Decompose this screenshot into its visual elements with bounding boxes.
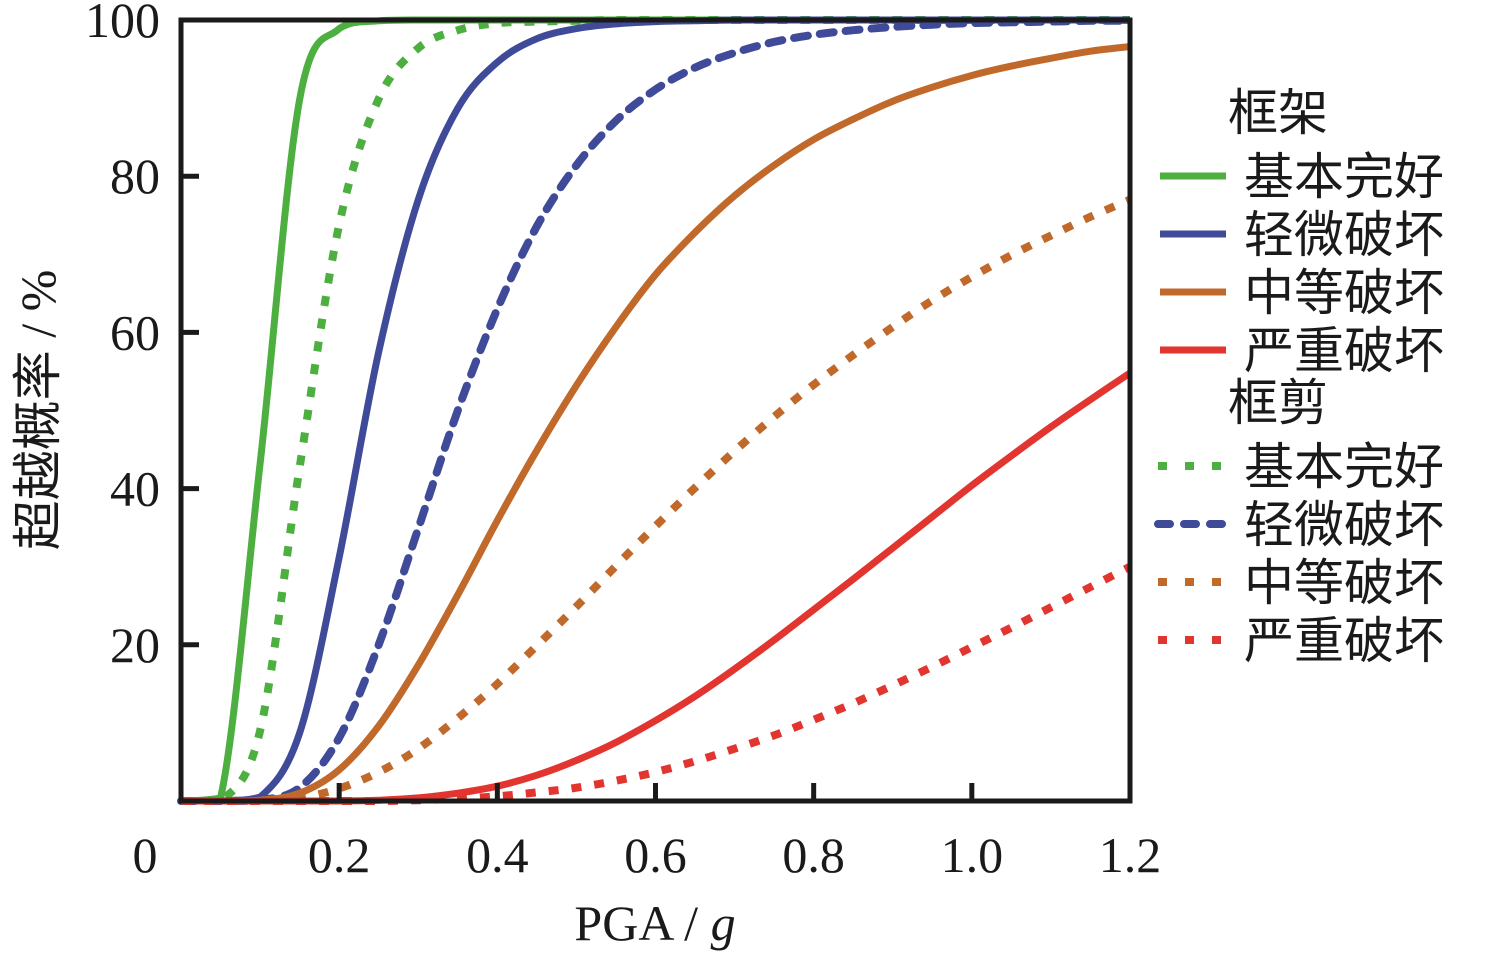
legend-label: 轻微破坏 [1244,206,1444,264]
y-axis-title: 超越概率 / % [10,270,66,551]
series-line-frame-shear-4 [180,16,1130,806]
y-tick-label: 20 [110,617,160,673]
series-line-frame-3 [180,370,1132,805]
x-tick-label: 1.0 [941,827,1004,883]
legend-item: 中等破坏 [1160,264,1444,322]
legend-label: 基本完好 [1244,438,1444,496]
y-tick-label: 80 [110,148,160,204]
legend-group-title: 框剪 [1228,374,1328,432]
x-tick-label: 0.4 [466,827,529,883]
legend-label: 严重破坏 [1244,322,1444,380]
legend-item: 中等破坏 [1158,554,1444,612]
x-tick-label: 1.2 [1099,827,1162,883]
legend-item: 轻微破坏 [1160,206,1444,264]
y-tick-label: 60 [110,304,160,360]
legend-item: 基本完好 [1160,148,1444,206]
legend-label: 严重破坏 [1244,612,1444,670]
series-line-frame-0 [180,16,1130,805]
y-axis-ticks: 20 40 60 80 100 [85,0,199,673]
legend-item: 轻微破坏 [1154,496,1444,554]
legend-label: 中等破坏 [1244,264,1444,322]
legend-label: 基本完好 [1244,148,1444,206]
legend-label: 轻微破坏 [1244,496,1444,554]
x-tick-label: 0.8 [782,827,845,883]
x-axis-title-unit: g [711,895,736,951]
plot-frame [178,17,1133,804]
series-line-frame-1 [180,16,1130,805]
series-line-frame-shear-5 [177,16,1134,806]
series-line-frame-2 [180,43,1131,805]
legend-label: 中等破坏 [1244,554,1444,612]
legend-item: 基本完好 [1158,438,1444,496]
x-axis-title: PGA / g [574,895,735,951]
y-tick-label: 40 [110,461,160,517]
y-tick-label: 100 [85,0,160,48]
legend-group-title: 框架 [1228,84,1328,142]
x-tick-label: 0.6 [624,827,687,883]
x-axis-title-main: PGA / [574,895,710,951]
x-axis-ticks: 0.2 0.4 0.6 0.8 1.0 1.2 [308,783,1161,883]
legend-item: 严重破坏 [1160,322,1444,380]
x-origin-label: 0 [133,827,158,883]
legend-item: 严重破坏 [1158,612,1444,670]
series-line-frame-shear-6 [180,195,1132,806]
curves-layer [177,16,1134,806]
x-tick-label: 0.2 [308,827,371,883]
